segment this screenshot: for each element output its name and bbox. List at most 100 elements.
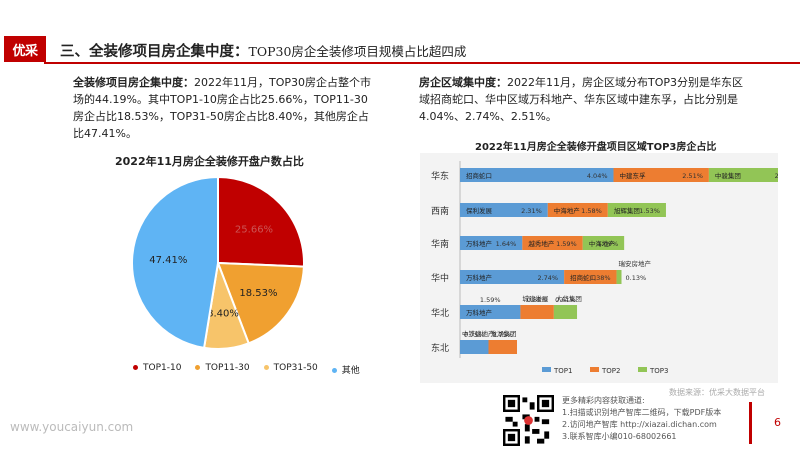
bar-value-label: 1.38%: [590, 274, 611, 282]
pie-label: 47.41%: [149, 255, 187, 266]
bar-chart-panel: 华东招商蛇口4.04%中建东孚2.51%中骏集团2.43%西南保利发展2.31%…: [420, 153, 800, 383]
bar-segment-top1: [460, 236, 523, 250]
bar-chart-title: 2022年11月房企全装修开盘项目区域TOP3房企占比: [475, 142, 717, 153]
qr-code: [503, 395, 554, 446]
bar-company-label: 万科地产: [466, 308, 493, 317]
site-url: www.youcaiyun.com: [10, 420, 134, 434]
pie-label: 25.66%: [235, 224, 273, 235]
footer-info-line: 2.访问地产智库 http://xiazai.dichan.com: [562, 420, 717, 429]
bar-segment-top1: [460, 270, 565, 284]
bar-value-label: 1.59%: [480, 296, 501, 304]
page-title-main: 三、全装修项目房企集中度：: [60, 44, 249, 60]
page-title: 三、全装修项目房企集中度：TOP30房企全装修项目规模占比超四成: [60, 40, 466, 61]
bar-company-label: 招商蛇口: [466, 171, 492, 180]
bar-company-label: 越秀地产: [528, 239, 555, 248]
legend-item: TOP11-30: [195, 363, 250, 376]
bar-company-label: 城建发展: [522, 294, 549, 303]
bar-value-label: 2.51%: [682, 172, 703, 180]
bar-segment-top3: [582, 236, 625, 250]
bar-value-label: 2.43%: [775, 172, 778, 180]
category-label: 华中: [431, 272, 449, 284]
pie-slice-1: [217, 175, 305, 268]
bar-segment-top3: [616, 270, 622, 284]
bar-value-label: 0.75%: [464, 331, 485, 339]
bar-company-label: 保利发展: [466, 206, 493, 215]
left-description: 全装修项目房企集中度：2022年11月，TOP30房企占整个市场的44.19%。…: [73, 74, 373, 142]
pie-label: 8.40%: [207, 309, 239, 320]
legend-marker: [590, 367, 599, 372]
left-description-lead: 全装修项目房企集中度：: [73, 76, 194, 89]
legend-label: TOP1: [553, 367, 572, 375]
category-label: 华北: [431, 307, 449, 319]
pie-chart: 25.66% 18.53%8.40% 47.41%: [131, 175, 305, 350]
category-label: 华南: [431, 238, 449, 250]
bar-value-label: 2.74%: [537, 274, 558, 282]
legend-marker: [331, 368, 337, 373]
bar-segment-top1: [460, 203, 548, 217]
legend-label: TOP11-30: [205, 363, 250, 373]
bar-company-label: 中海地产: [554, 206, 581, 215]
bar-value-label: 0.13%: [626, 274, 647, 282]
bar-segment-top2: [522, 236, 583, 250]
bar-company-label: 龙湖集团: [491, 329, 517, 338]
bar-company-label: 招商蛇口: [570, 273, 596, 282]
bar-value-label: 1.59%: [556, 240, 577, 248]
legend-marker: [263, 365, 269, 370]
bar-segment-top2: [488, 340, 517, 354]
page-number: 6: [774, 416, 781, 429]
category-label: 东北: [431, 342, 449, 354]
bar-value-label: 1.09%: [598, 240, 619, 248]
bar-company-label: 中建东孚: [620, 171, 647, 180]
bar-segment-top3: [708, 168, 800, 182]
bar-company-label: 大华集团: [556, 294, 582, 303]
bar-segment-top3: [607, 203, 666, 217]
legend-label: TOP2: [601, 367, 620, 375]
bar-value-label: 0.75%: [492, 331, 513, 339]
bar-company-label: 中海地产: [589, 239, 616, 248]
legend-item: TOP1-10: [133, 363, 181, 376]
bar-value-label: 4.04%: [587, 172, 608, 180]
legend-item: TOP31-50: [263, 363, 318, 376]
bar-value-label: 0.88%: [527, 296, 548, 304]
brand-logo: 优采: [4, 36, 46, 62]
bar-value-label: 1.58%: [581, 207, 602, 215]
pie-chart-title: 2022年11月房企全装修开盘户数占比: [115, 155, 304, 168]
right-description-lead: 房企区域集中度：: [419, 76, 507, 89]
right-description: 房企区域集中度：2022年11月，房企区域分布TOP3分别是华东区域招商蛇口、华…: [419, 74, 747, 125]
bar-value-label: 1.53%: [639, 207, 660, 215]
pie-slice-4: [131, 175, 219, 350]
legend-marker: [195, 365, 201, 370]
legend-item: 其他: [331, 363, 360, 376]
bar-company-label: 瑞安房地产: [619, 259, 652, 268]
right-description-body: 2022年11月，房企区域分布TOP3分别是华东区域招商蛇口、华中区域万科地产、…: [419, 76, 743, 123]
bar-segment-top2: [613, 168, 709, 182]
category-label: 西南: [431, 205, 449, 217]
bar-segment-top1: [460, 340, 489, 354]
pie-slice-2: [216, 261, 305, 345]
legend-label: 其他: [341, 366, 360, 376]
legend-marker: [638, 367, 647, 372]
bar-company-label: 中铁建地产: [462, 329, 495, 338]
bar-company-label: 万科地产: [466, 239, 493, 248]
bar-segment-top2: [547, 203, 608, 217]
bar-company-label: 万科地产: [466, 273, 493, 282]
bar-value-label: 1.64%: [496, 240, 517, 248]
data-source: 数据来源：优采大数据平台: [669, 388, 765, 397]
bar-segment-top2: [564, 270, 617, 284]
legend-label: TOP3: [649, 367, 668, 375]
legend-marker: [133, 365, 138, 370]
accent-bar: [749, 402, 752, 444]
left-description-body: 2022年11月，TOP30房企占整个市场的44.19%。其中TOP1-10房企…: [73, 76, 371, 140]
category-label: 华东: [431, 170, 449, 182]
bar-segment-top3: [553, 305, 578, 319]
bar-value-label: 2.31%: [521, 207, 542, 215]
legend-marker: [542, 367, 551, 372]
bar-chart: 华东招商蛇口4.04%中建东孚2.51%中骏集团2.43%西南保利发展2.31%…: [431, 161, 800, 375]
legend-label: TOP1-10: [143, 363, 182, 373]
bar-company-label: 旭辉集团: [614, 206, 640, 215]
footer-info-line: 1.扫描或识别地产智库二维码，下载PDF版本: [562, 408, 722, 417]
footer-info: 更多精彩内容获取通道: 1.扫描或识别地产智库二维码，下载PDF版本 2.访问地…: [562, 395, 721, 443]
pie-label: 18.53%: [239, 288, 277, 299]
header-divider: [44, 62, 800, 64]
bar-segment-top2: [520, 305, 554, 319]
